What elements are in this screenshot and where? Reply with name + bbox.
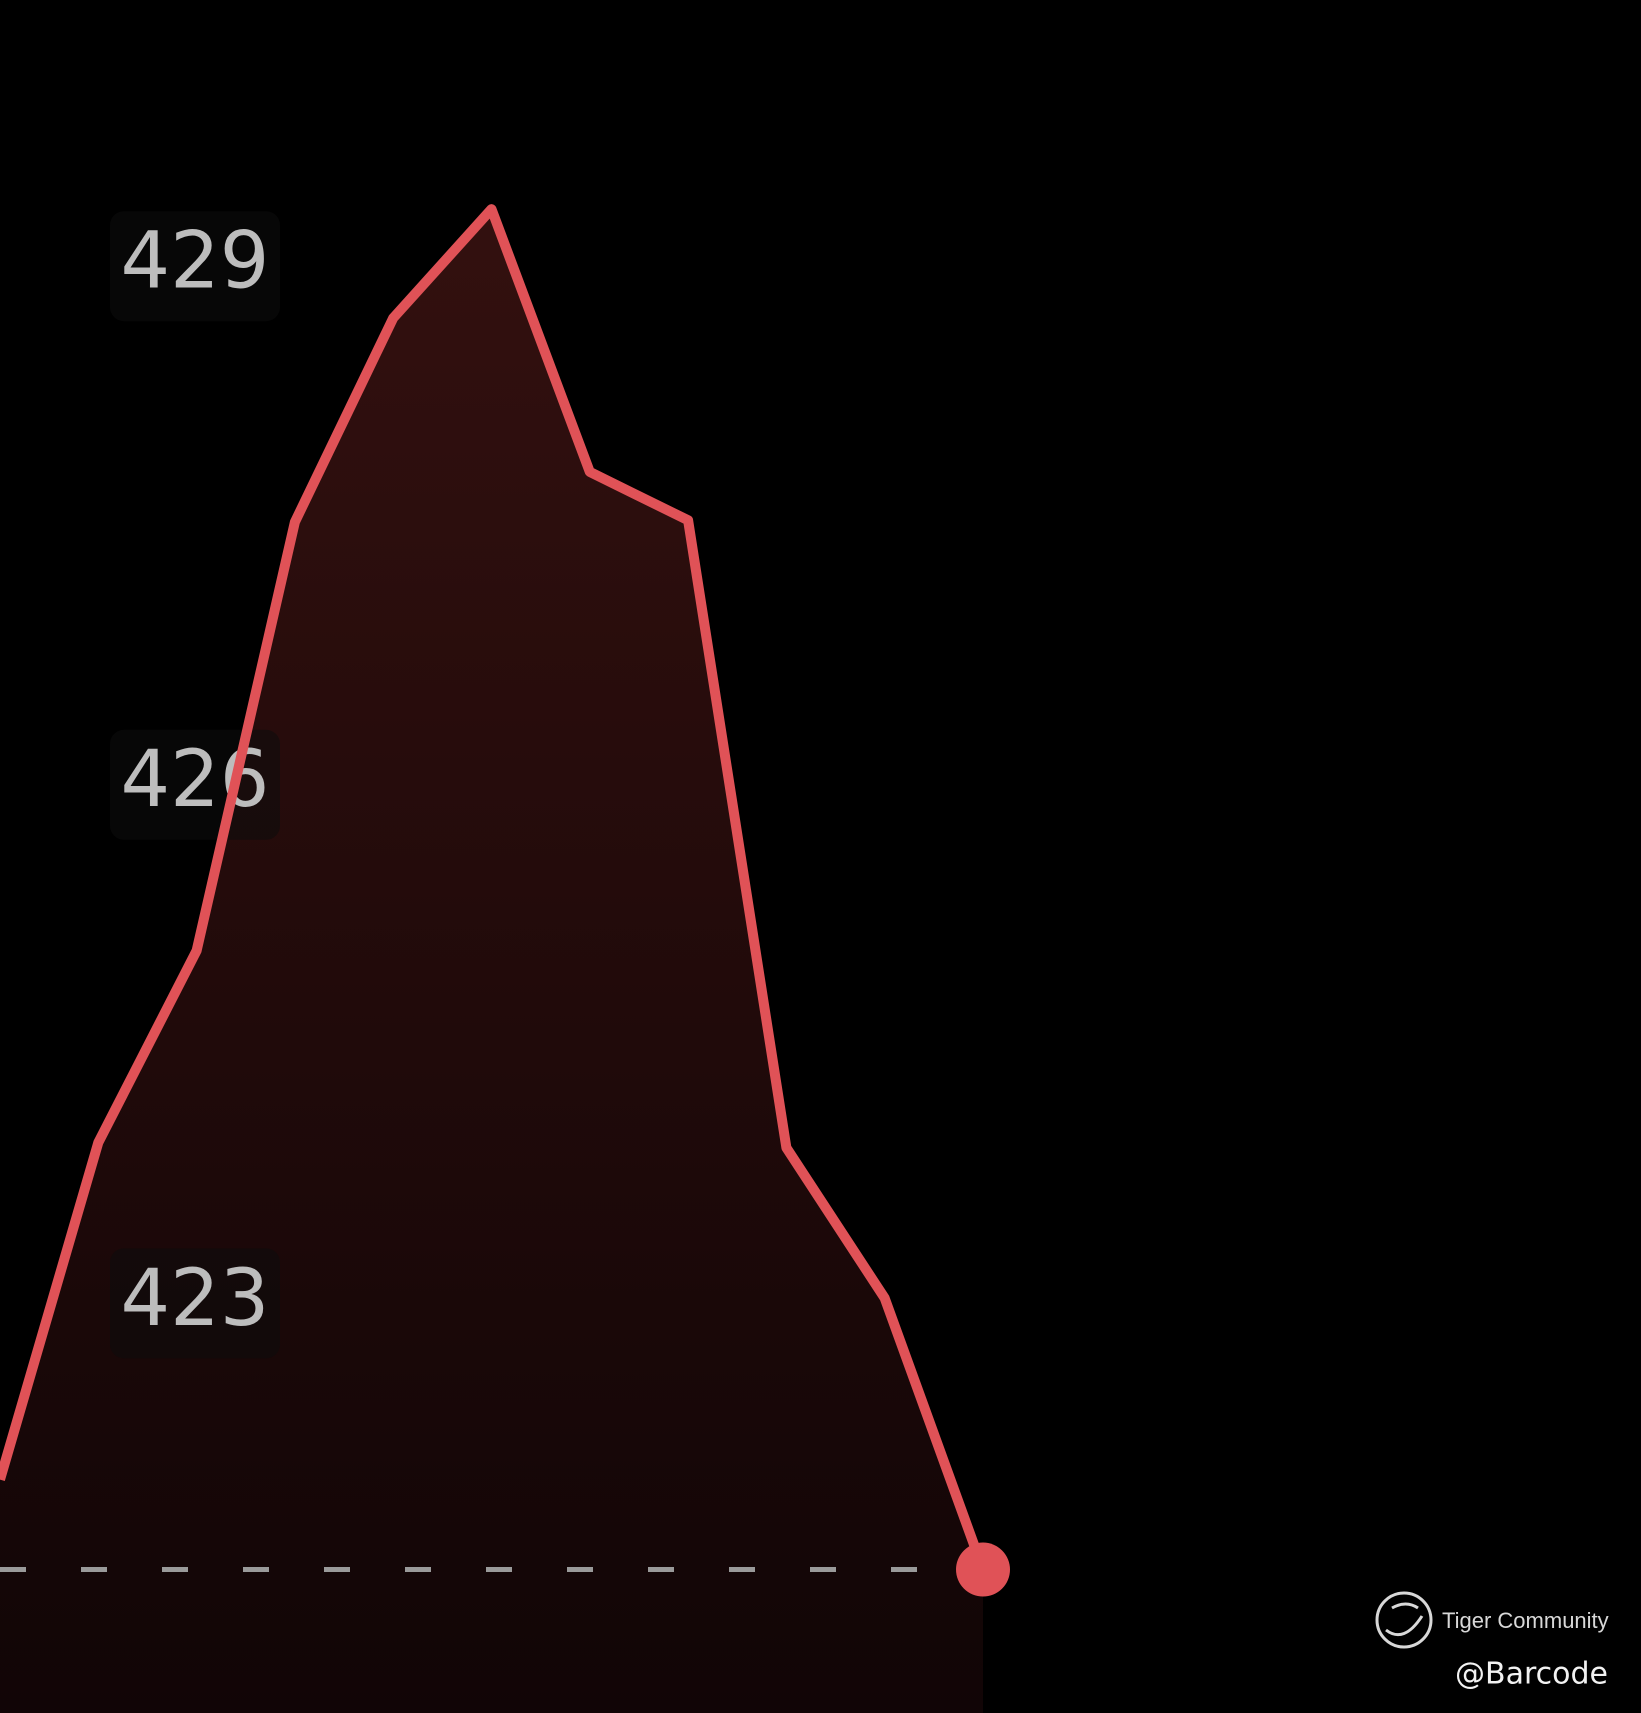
- price-line: [0, 204, 988, 1572]
- y-tick-label: 429: [121, 217, 270, 307]
- watermark: Tiger Community @Barcode: [1375, 1591, 1609, 1692]
- user-handle: @Barcode: [1455, 1657, 1608, 1692]
- last-point: [956, 1542, 1010, 1597]
- brand-text: Tiger Community: [1442, 1608, 1609, 1633]
- tick-label-bg: [110, 1248, 280, 1359]
- brand-icon-detail: [1385, 1602, 1424, 1637]
- brand-icon: [1375, 1591, 1433, 1649]
- tick-label-bg: [110, 211, 280, 322]
- y-tick-label: 423: [121, 1254, 270, 1344]
